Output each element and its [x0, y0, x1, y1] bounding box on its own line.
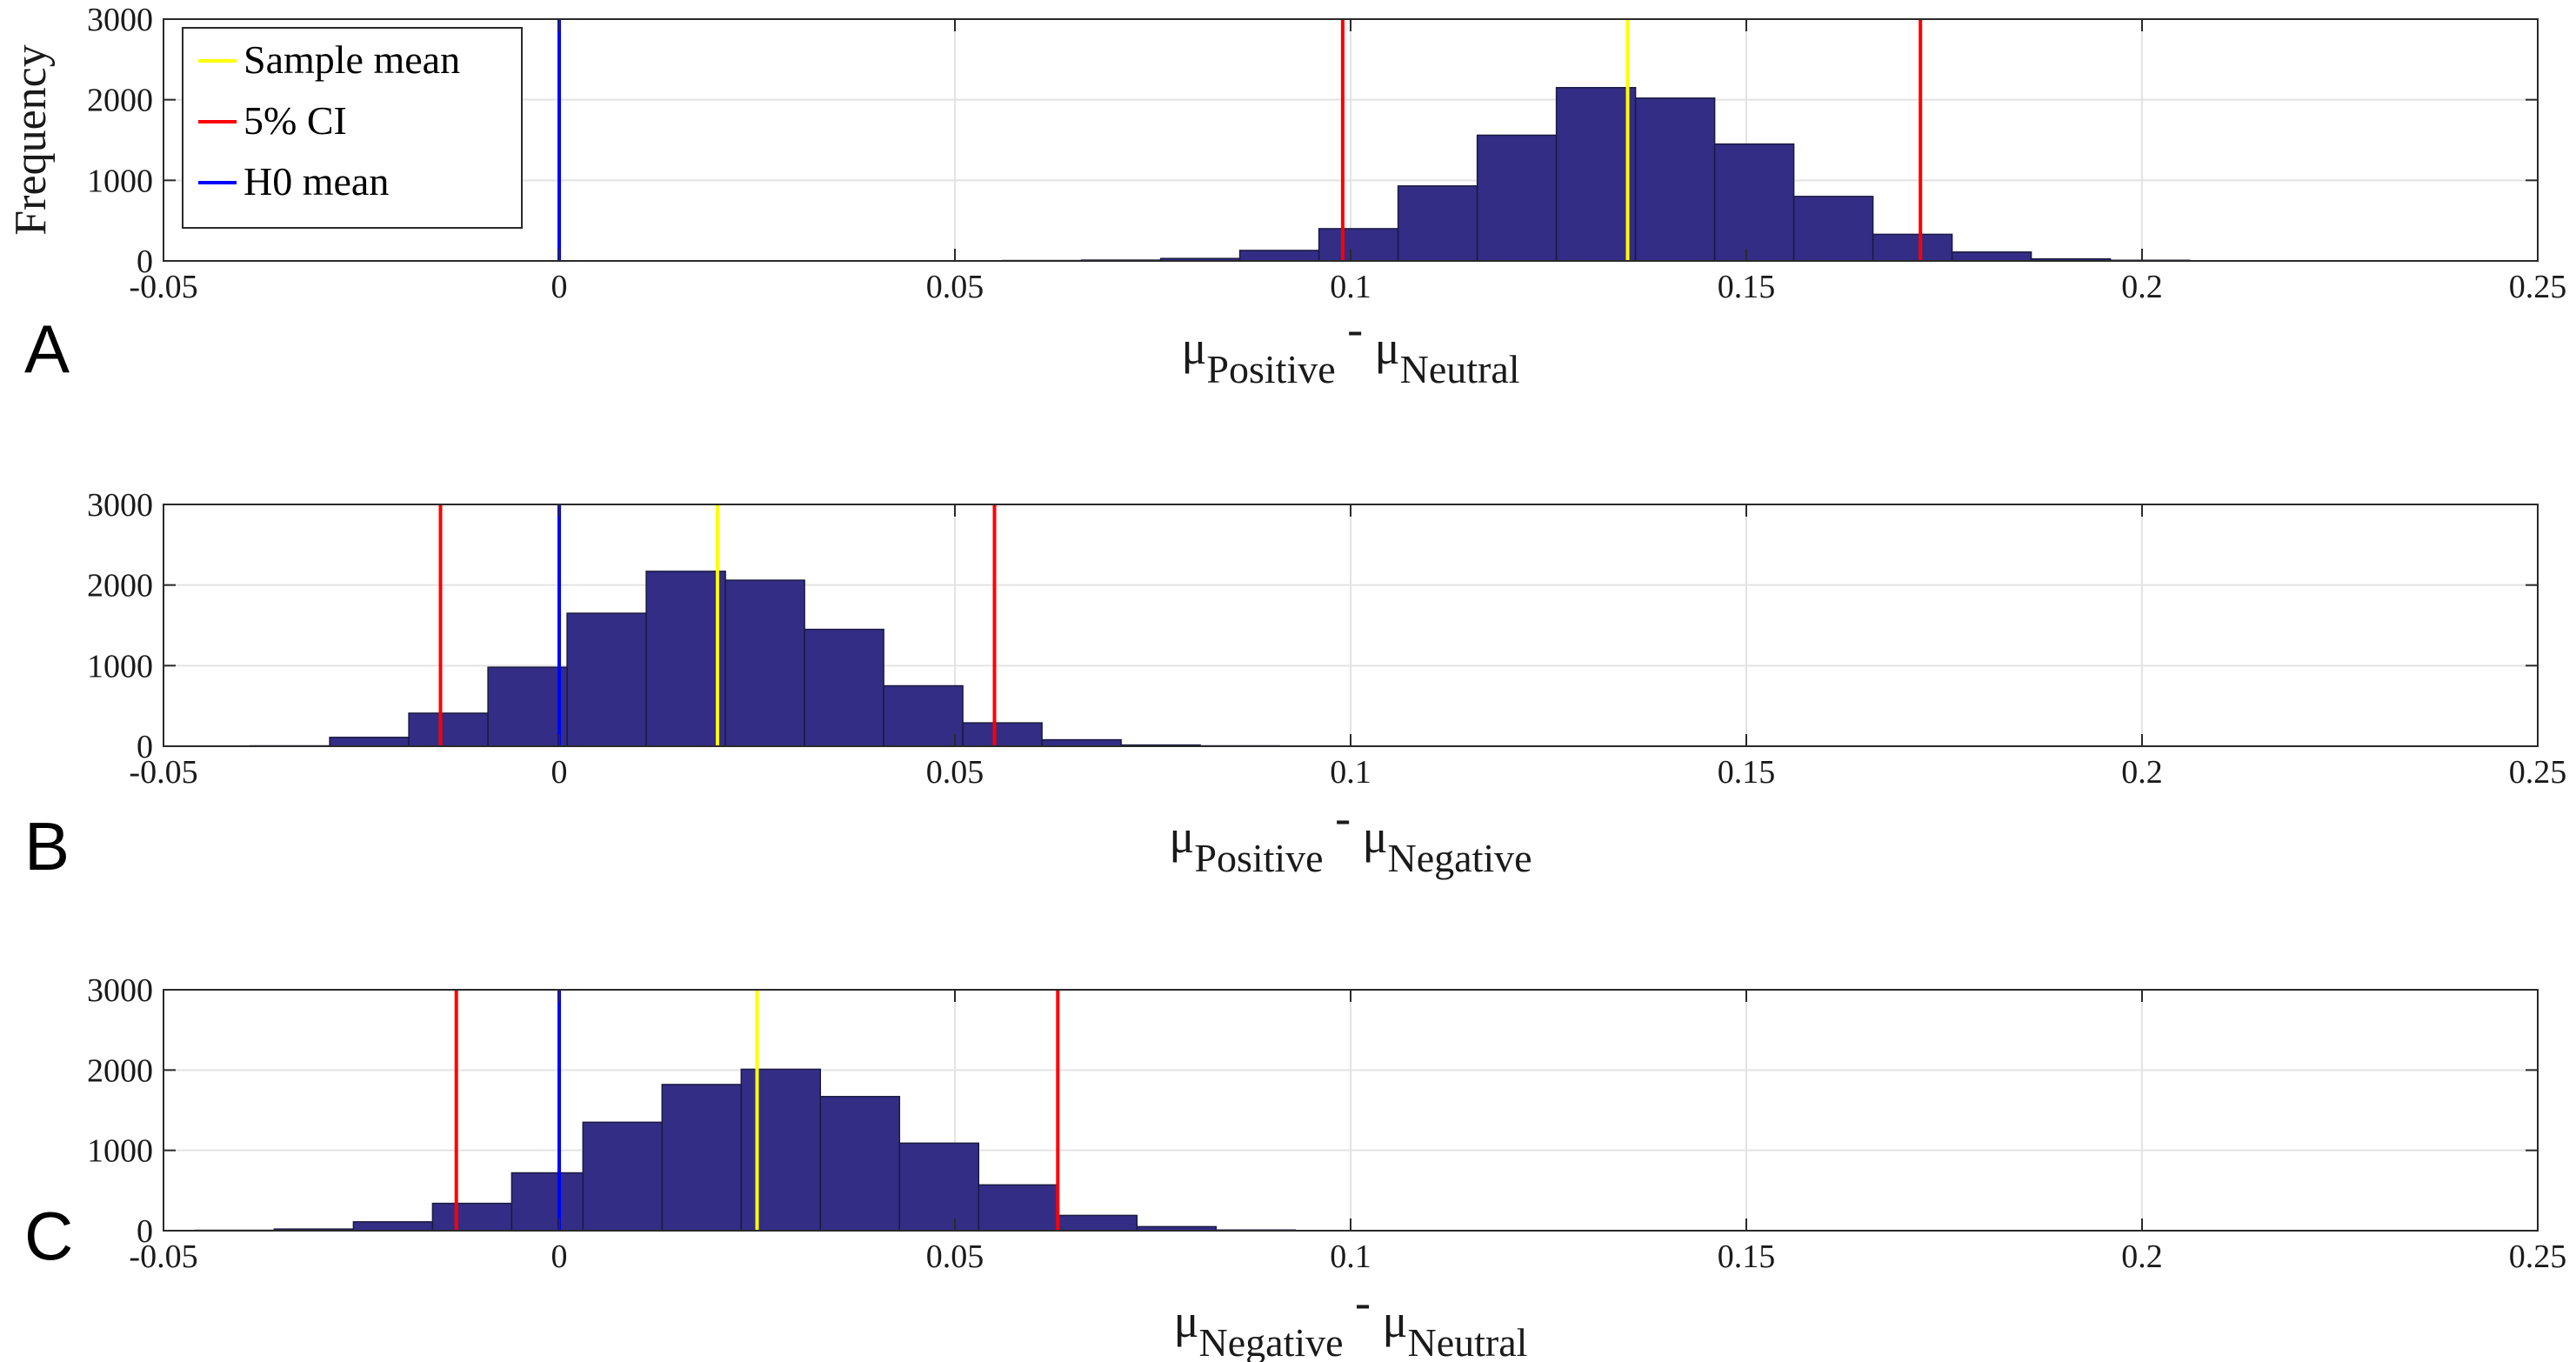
- histogram-bar: [962, 722, 1043, 747]
- x-axis-label-subscript: Neutral: [1400, 347, 1520, 391]
- histogram-bar: [804, 628, 884, 747]
- x-tick-label: -0.05: [129, 754, 197, 791]
- histogram-bar: [978, 1184, 1059, 1232]
- x-axis-label-subscript: Negative: [1199, 1320, 1344, 1362]
- y-tick-label: 0: [137, 729, 153, 765]
- x-tick-label: 0.25: [2509, 754, 2567, 791]
- histogram-bar: [661, 1084, 743, 1232]
- x-tick-label: 0.2: [2121, 269, 2163, 305]
- x-tick-label: -0.05: [129, 1238, 197, 1275]
- x-axis-label-subscript: Neutral: [1407, 1320, 1527, 1362]
- histogram-bar: [1872, 233, 1953, 262]
- x-axis-label: μNegative - μNeutral: [1174, 1276, 1528, 1362]
- histogram-bar: [1634, 97, 1716, 262]
- histogram-bar: [352, 1221, 434, 1232]
- x-axis-label-subscript: Positive: [1206, 347, 1335, 391]
- histogram-bar: [487, 666, 568, 747]
- panel-a: -0.05 0 0.05 0.1 0.15 0.2 0.250100020003000μPo…: [6, 2, 2566, 391]
- y-tick-label: 2000: [87, 568, 153, 604]
- panel-c: -0.05 0 0.05 0.1 0.15 0.2 0.250100020003000μNe…: [24, 972, 2566, 1362]
- histogram-bar: [1238, 250, 1320, 262]
- y-tick-label: 1000: [87, 163, 153, 199]
- panel-label: C: [24, 1198, 73, 1274]
- x-tick-label: 0.2: [2121, 754, 2163, 791]
- histogram-bar: [1713, 143, 1795, 262]
- x-tick-label: 0.05: [926, 269, 984, 305]
- x-tick-label: 0.1: [1330, 754, 1371, 791]
- x-tick-label: 0.1: [1330, 269, 1371, 305]
- histogram-bar: [329, 737, 410, 747]
- histogram-bar: [1951, 251, 2032, 262]
- histogram-bar: [1057, 1214, 1138, 1232]
- legend-label: H0 mean: [244, 159, 389, 204]
- histogram-bar: [431, 1202, 513, 1232]
- x-axis-label: μPositive - μNegative: [1169, 791, 1532, 880]
- y-tick-label: 2000: [87, 83, 153, 119]
- histogram-bar: [566, 612, 647, 747]
- x-axis-label-part: μ: [1383, 1295, 1408, 1347]
- y-tick-label: 2000: [87, 1052, 153, 1089]
- x-axis-label-subscript: Positive: [1194, 836, 1323, 880]
- x-tick-label: 0.25: [2509, 269, 2567, 305]
- histogram-bar: [819, 1096, 901, 1232]
- x-tick-label: 0.1: [1330, 1238, 1371, 1275]
- panel-label: A: [24, 310, 70, 387]
- histogram-bar: [883, 684, 964, 747]
- y-tick-label: 3000: [87, 2, 153, 38]
- x-axis-label-part: μ: [1181, 322, 1206, 374]
- x-tick-label: -0.05: [129, 269, 197, 305]
- y-tick-label: 0: [137, 244, 153, 280]
- x-tick-label: 0: [551, 1238, 568, 1275]
- legend: Sample mean 5% CI H0 mean: [182, 27, 523, 229]
- x-axis-label-part: -: [1324, 791, 1363, 844]
- x-tick-label: 0.25: [2509, 1238, 2567, 1275]
- histogram-bar: [408, 712, 489, 747]
- x-tick-label: 0.05: [926, 1238, 984, 1275]
- histogram-bar: [1792, 196, 1874, 262]
- x-tick-label: 0.15: [1718, 1238, 1776, 1275]
- histogram-bar: [1397, 185, 1478, 262]
- legend-box: [182, 27, 523, 229]
- histogram-bar: [1555, 87, 1637, 262]
- panel-label: B: [24, 808, 70, 885]
- y-tick-label: 3000: [87, 972, 153, 1009]
- histogram-bar: [582, 1121, 664, 1232]
- histogram-bar: [1041, 738, 1122, 747]
- histogram-bar: [1318, 228, 1399, 262]
- legend-label: 5% CI: [244, 98, 347, 143]
- histogram-bar: [898, 1142, 980, 1232]
- x-tick-label: 0.05: [926, 754, 984, 791]
- x-tick-label: 0: [551, 754, 568, 791]
- x-tick-label: 0.2: [2121, 1238, 2163, 1275]
- x-axis-label-part: -: [1344, 1276, 1383, 1328]
- x-axis-label-part: μ: [1169, 811, 1194, 863]
- histogram-bar: [645, 571, 726, 747]
- y-tick-label: 0: [137, 1213, 153, 1250]
- y-tick-label: 1000: [87, 1133, 153, 1170]
- y-tick-label: 1000: [87, 648, 153, 684]
- x-axis-label: μPositive - μNeutral: [1181, 303, 1519, 391]
- x-tick-label: 0.15: [1718, 754, 1776, 791]
- histogram-bar: [511, 1172, 592, 1232]
- y-tick-label: 3000: [87, 487, 153, 524]
- panel-b: -0.05 0 0.05 0.1 0.15 0.2 0.250100020003000μPo…: [24, 487, 2566, 885]
- histogram-bar: [724, 579, 805, 747]
- x-tick-label: 0: [551, 269, 568, 305]
- histogram-bar: [1476, 134, 1558, 262]
- x-tick-label: 0.15: [1718, 269, 1776, 305]
- x-axis-label-part: μ: [1375, 322, 1400, 374]
- y-axis-label: Frequency: [6, 44, 56, 235]
- legend-label: Sample mean: [244, 37, 460, 82]
- x-axis-label-subscript: Negative: [1388, 836, 1532, 880]
- x-axis-label-part: -: [1336, 303, 1375, 355]
- histogram-bar: [740, 1068, 822, 1232]
- x-axis-label-part: μ: [1363, 811, 1388, 863]
- x-axis-label-part: μ: [1174, 1295, 1199, 1347]
